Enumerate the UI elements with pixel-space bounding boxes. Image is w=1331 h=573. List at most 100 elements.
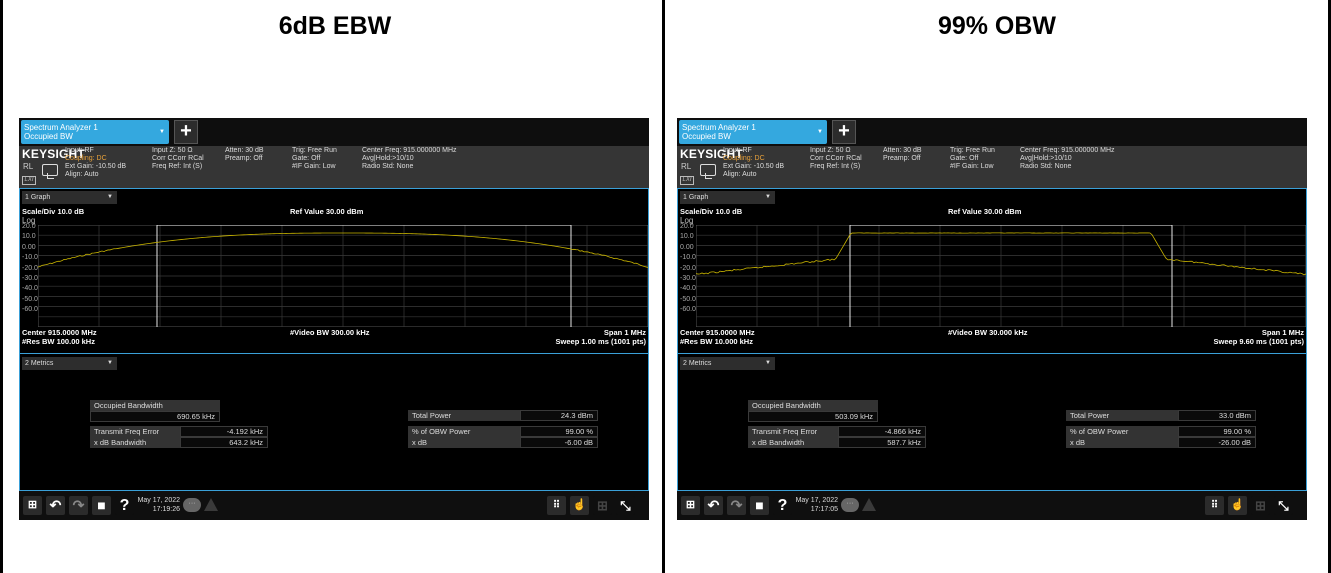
settings-text: Atten: 30 dB xyxy=(225,147,264,154)
right-border xyxy=(1328,0,1331,573)
res-bw-label: #Res BW 10.000 kHz xyxy=(680,337,753,346)
measurement-tab[interactable]: Spectrum Analyzer 1 Occupied BW ▼ xyxy=(21,120,169,144)
message-icon[interactable]: ··· xyxy=(183,498,201,512)
multi-window-icon[interactable]: ⊞ xyxy=(1251,496,1270,515)
file-folder-icon[interactable]: ■ xyxy=(750,496,769,515)
tab-instrument-name: Spectrum Analyzer 1 xyxy=(24,123,98,132)
metrics-window[interactable]: 2 Metrics ▼ Occupied Bandwidth 503.09 kHz… xyxy=(677,354,1307,491)
rl-indicator: RL xyxy=(681,162,692,171)
settings-text: Center Freq: 915.000000 MHz xyxy=(1020,147,1115,154)
warning-icon[interactable] xyxy=(204,498,218,511)
windows-start-icon[interactable]: ⊞ xyxy=(23,496,42,515)
settings-text: Trig: Free Run xyxy=(292,147,337,154)
windows-start-icon[interactable]: ⊞ xyxy=(681,496,700,515)
add-screen-button[interactable]: + xyxy=(174,120,198,144)
graph-view-select[interactable]: 1 Graph ▼ xyxy=(22,191,117,204)
touch-icon[interactable]: ☝ xyxy=(1228,496,1247,515)
settings-text: Freq Ref: Int (S) xyxy=(810,163,861,170)
help-icon[interactable]: ? xyxy=(773,496,792,515)
undo-icon[interactable]: ↶ xyxy=(46,496,65,515)
span-label: Span 1 MHz xyxy=(1261,328,1304,337)
graph-window[interactable]: 1 Graph ▼ Scale/Div 10.0 dB Ref Value 30.… xyxy=(19,188,649,354)
settings-text: Coupling: DC xyxy=(65,155,107,162)
spectrum-trace-plot[interactable] xyxy=(38,225,648,327)
settings-text: Gate: Off xyxy=(950,155,979,162)
warning-icon[interactable] xyxy=(862,498,876,511)
spectrum-analyzer-screen: Spectrum Analyzer 1 Occupied BW ▼ + KEYS… xyxy=(677,118,1307,520)
settings-text: Atten: 30 dB xyxy=(883,147,922,154)
lxi-icon: LXI xyxy=(22,176,36,185)
instrument-tab-bar: Spectrum Analyzer 1 Occupied BW ▼ + xyxy=(677,118,1307,146)
keypad-icon[interactable]: ⠿ xyxy=(1205,496,1224,515)
touch-icon[interactable]: ☝ xyxy=(570,496,589,515)
graph-view-label: 1 Graph xyxy=(25,194,51,201)
xdb-bandwidth-label: x dB Bandwidth xyxy=(748,437,838,448)
obw-power-label: % of OBW Power xyxy=(1066,426,1178,437)
redo-icon[interactable]: ↷ xyxy=(727,496,746,515)
metrics-view-select[interactable]: 2 Metrics ▼ xyxy=(680,357,775,370)
bottom-taskbar: ⊞ ↶ ↷ ■ ? May 17, 2022 17:19:26 ··· ⠿ ☝ ⊞… xyxy=(19,491,649,520)
add-screen-button[interactable]: + xyxy=(832,120,856,144)
obw-power-value: 99.00 % xyxy=(1178,426,1256,437)
maximize-icon[interactable]: ⤡ xyxy=(616,496,635,515)
measurement-tab[interactable]: Spectrum Analyzer 1 Occupied BW ▼ xyxy=(679,120,827,144)
bandwidth-marker xyxy=(156,225,572,327)
xdb-bandwidth-label: x dB Bandwidth xyxy=(90,437,180,448)
date-text: May 17, 2022 xyxy=(137,497,180,504)
file-folder-icon[interactable]: ■ xyxy=(92,496,111,515)
help-icon[interactable]: ? xyxy=(115,496,134,515)
graph-view-select[interactable]: 1 Graph ▼ xyxy=(680,191,775,204)
spectrum-analyzer-screen: Spectrum Analyzer 1 Occupied BW ▼ + KEYS… xyxy=(19,118,649,520)
center-freq-label: Center 915.0000 MHz xyxy=(680,328,755,337)
rl-indicator: RL xyxy=(23,162,34,171)
total-power-value: 24.3 dBm xyxy=(520,410,598,421)
settings-text: Corr CCorr RCal xyxy=(152,155,204,162)
settings-text: Preamp: Off xyxy=(883,155,921,162)
settings-text: Radio Std: None xyxy=(362,163,414,170)
y-tick-label: -30.0 xyxy=(22,275,38,282)
transmit-freq-error-label: Transmit Freq Error xyxy=(748,426,838,437)
local-return-icon[interactable] xyxy=(42,164,58,179)
undo-icon[interactable]: ↶ xyxy=(704,496,723,515)
keypad-icon[interactable]: ⠿ xyxy=(547,496,566,515)
metrics-window[interactable]: 2 Metrics ▼ Occupied Bandwidth 690.65 kHz… xyxy=(19,354,649,491)
y-tick-label: 20.0 xyxy=(22,223,36,230)
total-power-label: Total Power xyxy=(408,410,520,421)
multi-window-icon[interactable]: ⊞ xyxy=(593,496,612,515)
obw-power-value: 99.00 % xyxy=(520,426,598,437)
res-bw-label: #Res BW 100.00 kHz xyxy=(22,337,95,346)
redo-icon[interactable]: ↷ xyxy=(69,496,88,515)
settings-text: Gate: Off xyxy=(292,155,321,162)
y-tick-label: 10.0 xyxy=(680,233,694,241)
y-tick-label: -40.0 xyxy=(22,285,38,293)
xdb-label: x dB xyxy=(1066,437,1178,448)
chevron-down-icon: ▼ xyxy=(765,194,771,200)
spectrum-trace-plot[interactable] xyxy=(696,225,1306,327)
graph-window[interactable]: 1 Graph ▼ Scale/Div 10.0 dB Ref Value 30.… xyxy=(677,188,1307,354)
y-tick-label: -10.0 xyxy=(22,254,38,262)
local-return-icon[interactable] xyxy=(700,164,716,179)
time-text: 17:19:26 xyxy=(152,506,180,513)
settings-text: Radio Std: None xyxy=(1020,163,1072,170)
chevron-down-icon: ▼ xyxy=(765,360,771,366)
occupied-bw-value: 690.65 kHz xyxy=(90,411,220,422)
chevron-down-icon[interactable]: ▼ xyxy=(817,129,823,135)
keysight-logo: KEYSIGHT xyxy=(22,147,85,161)
settings-text: Input: RF xyxy=(65,147,94,154)
occupied-bw-value: 503.09 kHz xyxy=(748,411,878,422)
sweep-label: Sweep 9.60 ms (1001 pts) xyxy=(1213,337,1304,346)
span-label: Span 1 MHz xyxy=(603,328,646,337)
graph-view-label: 1 Graph xyxy=(683,194,709,201)
ref-value-label: Ref Value 30.00 dBm xyxy=(948,207,1022,216)
left-border xyxy=(0,0,3,573)
chevron-down-icon: ▼ xyxy=(107,194,113,200)
chevron-down-icon[interactable]: ▼ xyxy=(159,129,165,135)
message-icon[interactable]: ··· xyxy=(841,498,859,512)
date-time: May 17, 2022 17:17:05 xyxy=(782,496,838,515)
tab-instrument-name: Spectrum Analyzer 1 xyxy=(682,123,756,132)
xdb-label: x dB xyxy=(408,437,520,448)
metrics-view-select[interactable]: 2 Metrics ▼ xyxy=(22,357,117,370)
maximize-icon[interactable]: ⤡ xyxy=(1274,496,1293,515)
y-tick-label: -10.0 xyxy=(680,254,696,262)
scale-div-label: Scale/Div 10.0 dB xyxy=(22,207,85,216)
